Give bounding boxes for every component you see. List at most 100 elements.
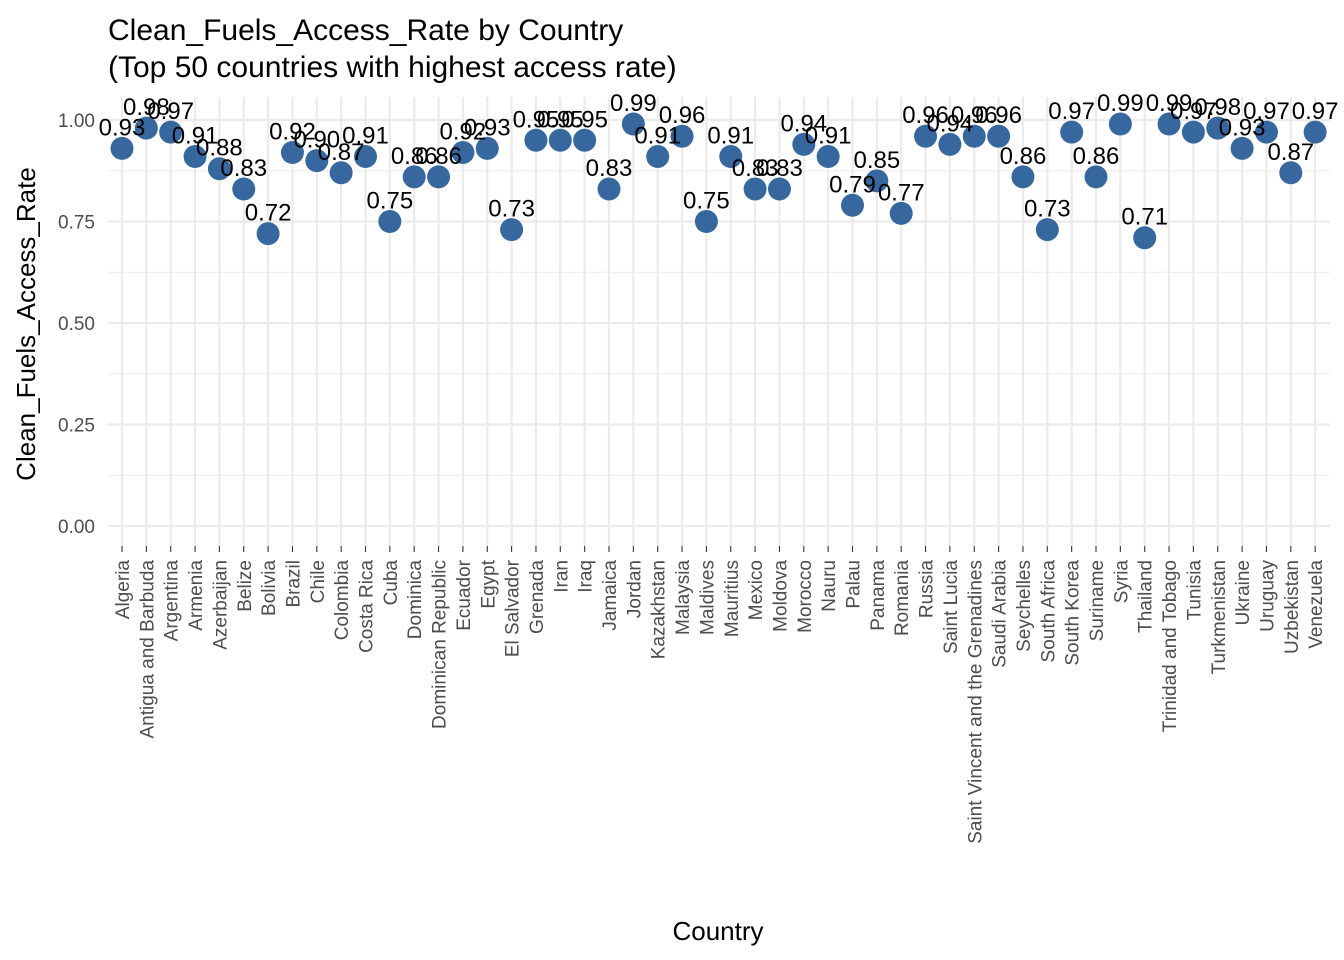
data-label: 0.95: [561, 106, 608, 133]
x-tick-label: Egypt: [478, 559, 499, 608]
data-label: 0.91: [342, 123, 389, 150]
data-point: [1181, 120, 1205, 144]
data-point: [1035, 218, 1059, 242]
x-tick-label: Mauritius: [722, 560, 743, 637]
x-tick-label: Cuba: [381, 560, 402, 606]
x-tick-label: Thailand: [1136, 560, 1157, 633]
data-label: 0.99: [610, 90, 657, 117]
data-point: [329, 161, 353, 185]
x-tick-label: Colombia: [332, 560, 353, 641]
data-label: 0.94: [780, 110, 827, 137]
data-points: [110, 112, 1327, 250]
data-point: [597, 177, 621, 201]
data-point: [1230, 136, 1254, 160]
data-point: [792, 132, 816, 156]
data-label: 0.92: [440, 118, 487, 145]
x-tick-label: Seychelles: [1014, 560, 1035, 652]
x-tick-label: Suriname: [1087, 560, 1108, 641]
data-label: 0.91: [172, 123, 219, 150]
data-point: [354, 145, 377, 169]
data-label: 0.83: [586, 155, 633, 182]
data-point: [646, 145, 670, 169]
data-label: 0.98: [1194, 94, 1241, 121]
data-point: [841, 193, 864, 217]
data-point: [378, 210, 402, 233]
x-tick-label: Brazil: [283, 560, 304, 608]
x-tick-label: Iraq: [576, 560, 597, 593]
data-point: [1303, 120, 1327, 144]
x-tick-label: Argentina: [162, 560, 183, 642]
x-tick-label: Chile: [308, 560, 329, 603]
x-tick-label: Venezuela: [1306, 560, 1327, 649]
data-point: [451, 140, 475, 164]
data-point: [500, 218, 524, 242]
x-tick-label: Iran: [551, 560, 572, 593]
x-tick-label: Antigua and Barbuda: [137, 560, 158, 739]
x-tick-label: Romania: [892, 560, 913, 636]
data-point: [962, 124, 986, 148]
x-axis-title: Country: [672, 916, 763, 946]
chart-title: Clean_Fuels_Access_Rate by Country: [108, 14, 623, 47]
x-tick-label: Syria: [1111, 560, 1132, 604]
y-axis-ticks: 0.00 0.25 0.50 0.75 1.00: [58, 111, 95, 538]
data-label: 0.96: [951, 102, 998, 129]
data-point: [694, 210, 718, 233]
data-point: [1084, 165, 1108, 189]
x-tick-label: Trinidad and Tobago: [1160, 560, 1181, 732]
y-tick-label: 0.75: [58, 213, 95, 234]
data-label: 0.72: [245, 200, 292, 227]
data-point: [938, 132, 962, 156]
y-tick-label: 1.00: [58, 111, 95, 132]
data-label: 0.86: [415, 143, 462, 170]
data-label: 0.91: [707, 123, 754, 150]
data-point: [475, 136, 499, 160]
data-label: 0.96: [975, 102, 1022, 129]
x-tick-label: Saint Lucia: [941, 560, 962, 654]
data-point: [865, 169, 889, 193]
data-label: 0.88: [196, 135, 243, 162]
x-tick-label: Turkmenistan: [1209, 560, 1230, 674]
data-point: [743, 177, 767, 201]
y-tick-label: 0.25: [58, 416, 95, 437]
data-label: 0.99: [1097, 90, 1144, 117]
data-point: [1206, 116, 1230, 140]
data-point: [110, 136, 134, 160]
data-point: [159, 120, 183, 144]
data-label: 0.96: [902, 102, 949, 129]
x-tick-label: Algeria: [113, 560, 134, 620]
data-label: 0.97: [1292, 98, 1339, 125]
data-label: 0.90: [293, 127, 340, 154]
data-point: [1133, 226, 1157, 250]
x-tick-label: Bolivia: [259, 560, 280, 616]
data-point: [548, 128, 572, 152]
x-tick-label: Nauru: [819, 560, 840, 612]
x-tick-label: Malaysia: [673, 560, 694, 635]
data-point: [1279, 161, 1303, 185]
data-label: 0.91: [634, 123, 681, 150]
x-tick-label: Russia: [917, 560, 938, 619]
data-label: 0.75: [683, 188, 730, 215]
x-tick-label: Costa Rica: [357, 560, 378, 653]
data-label: 0.75: [366, 188, 413, 215]
data-label: 0.86: [1073, 143, 1120, 170]
data-point: [183, 145, 207, 169]
data-label: 0.94: [927, 110, 974, 137]
chart-subtitle: (Top 50 countries with highest access ra…: [108, 51, 677, 84]
x-tick-label: Grenada: [527, 560, 548, 634]
data-point: [1254, 120, 1278, 144]
data-point: [134, 116, 158, 140]
x-tick-label: Tunisia: [1184, 560, 1205, 621]
y-axis-title: Clean_Fuels_Access_Rate: [11, 167, 41, 481]
data-point: [621, 112, 645, 136]
data-point: [914, 124, 938, 148]
data-label: 0.93: [1219, 114, 1266, 141]
x-tick-label: Dominica: [405, 560, 426, 640]
data-label: 0.73: [1024, 196, 1071, 223]
data-label: 0.85: [853, 147, 900, 174]
data-point: [402, 165, 426, 189]
x-tick-label: Jordan: [624, 560, 645, 618]
data-point: [670, 124, 694, 148]
data-labels: 0.930.980.970.910.880.830.720.920.900.87…: [99, 90, 1339, 231]
data-label: 0.79: [829, 171, 876, 198]
